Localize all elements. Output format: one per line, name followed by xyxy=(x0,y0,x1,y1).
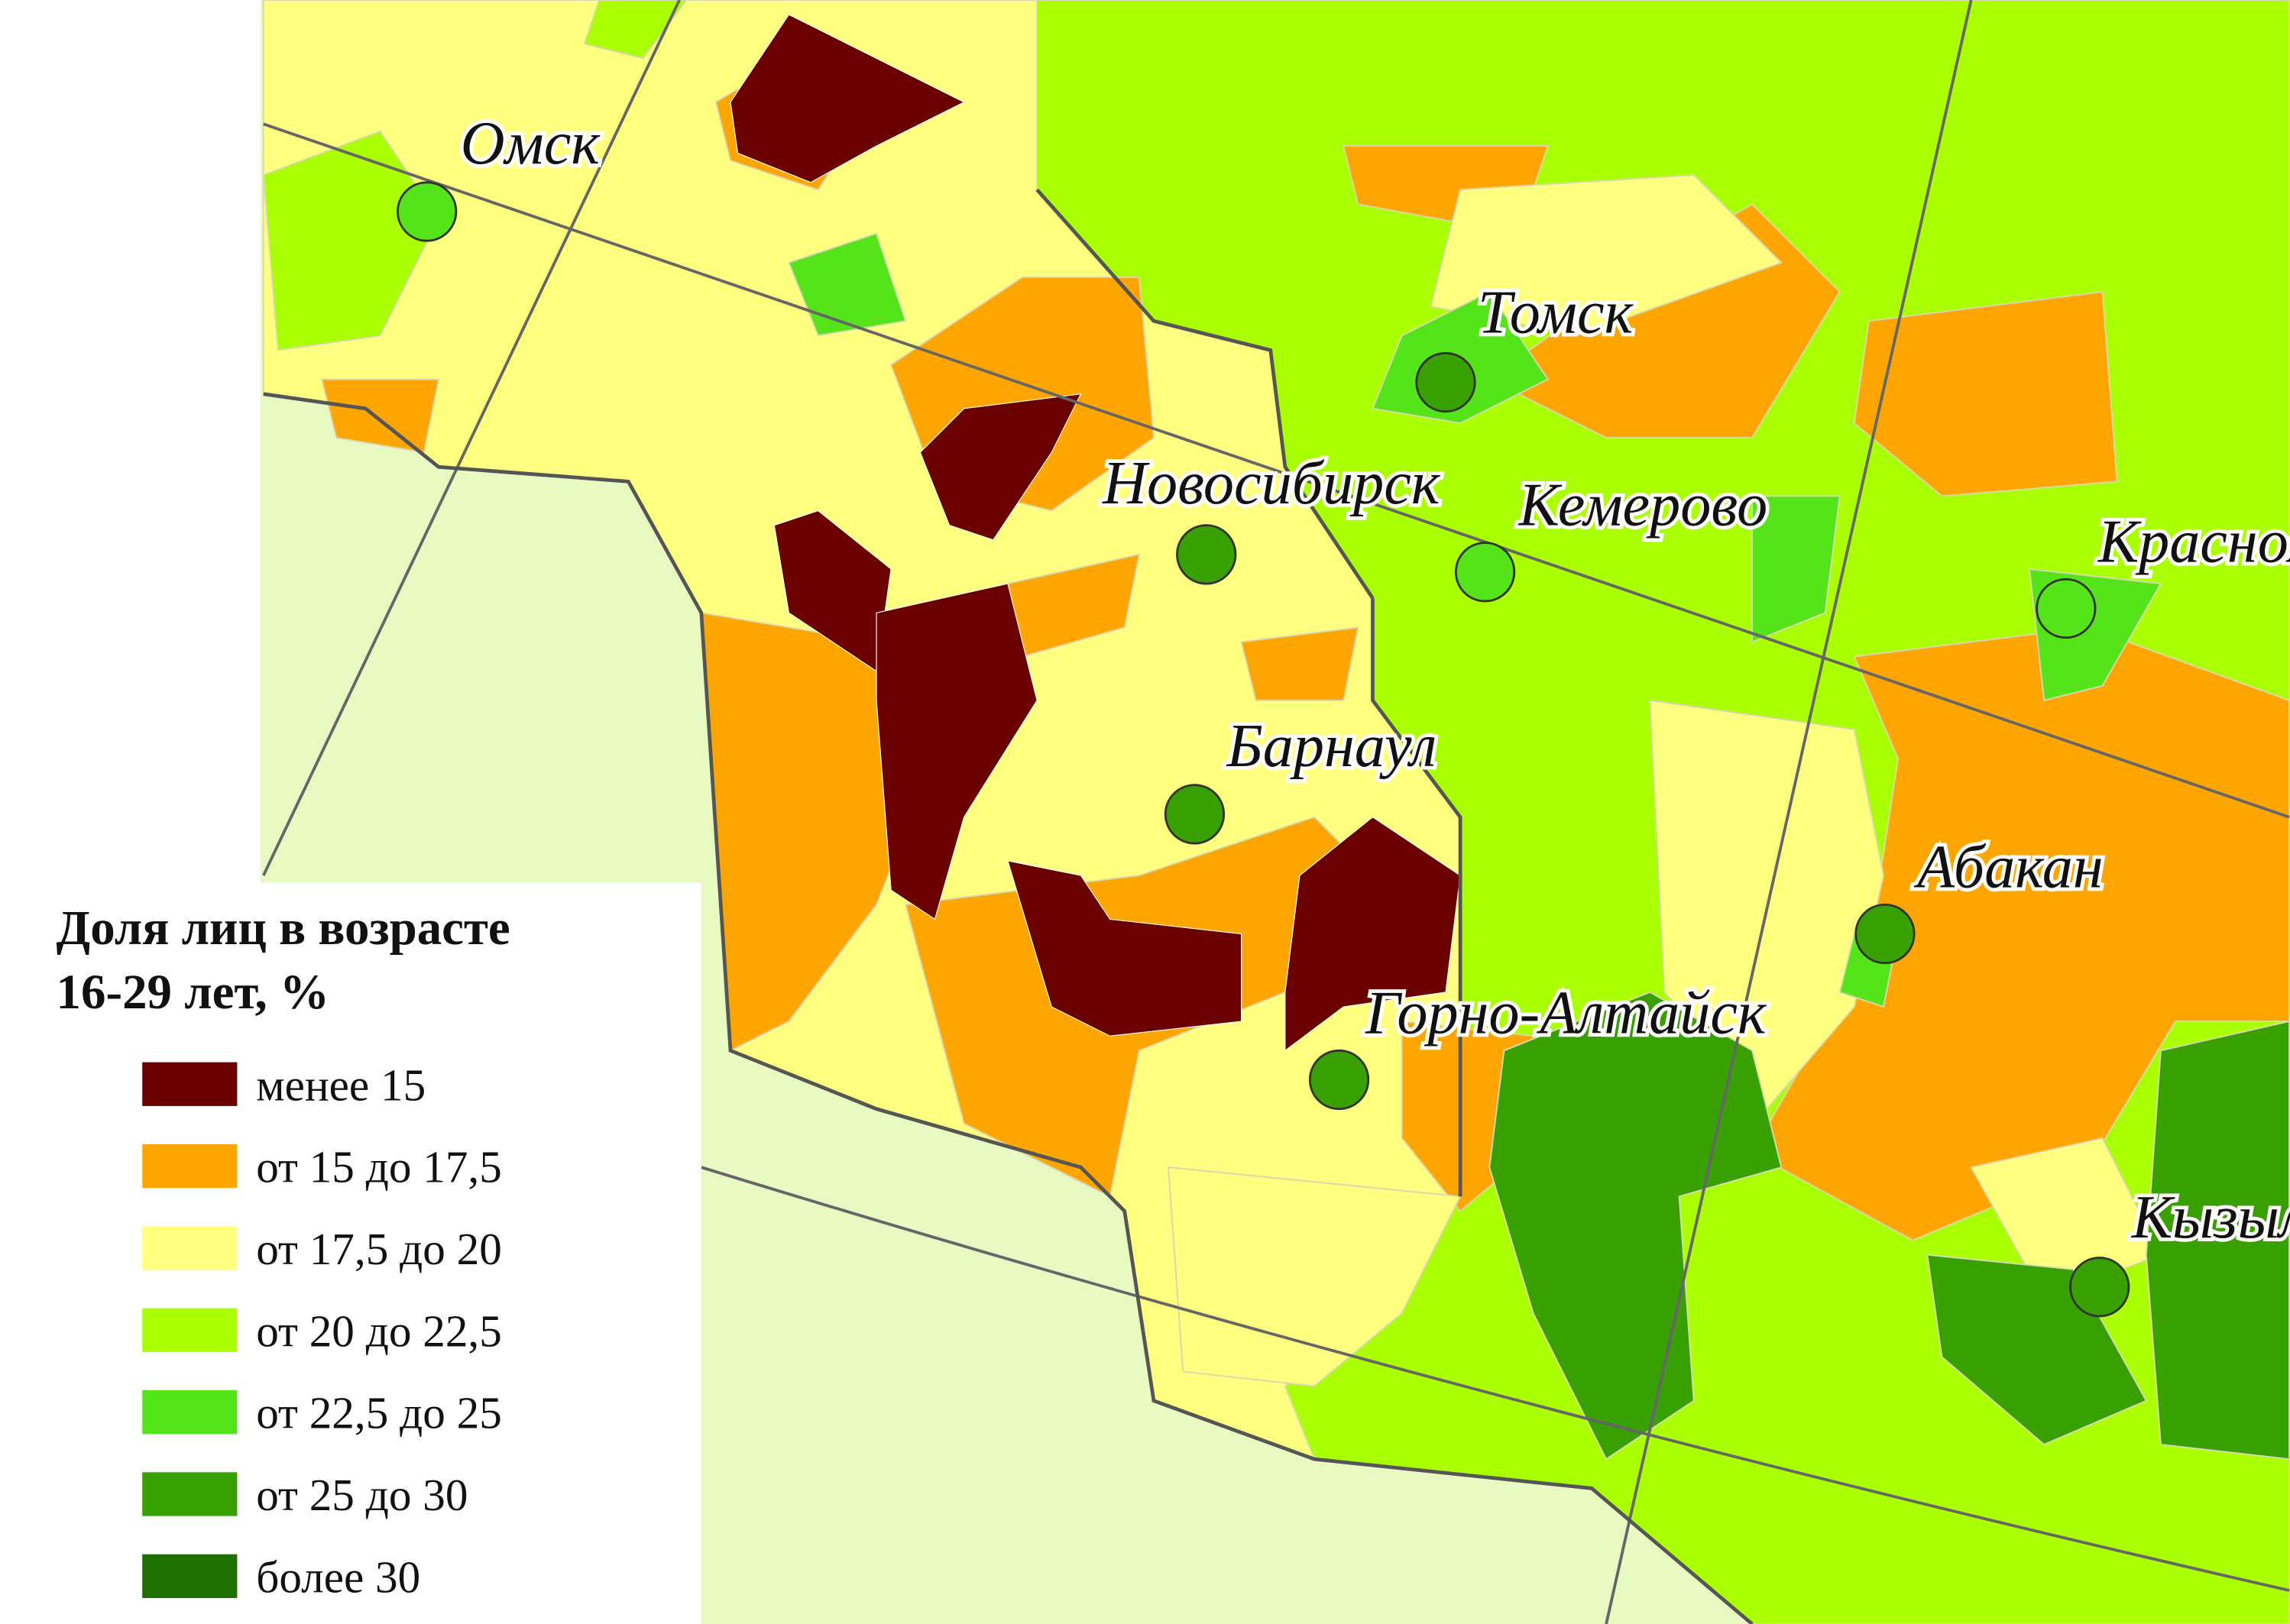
city-label: Томск xyxy=(1478,280,1634,347)
legend-title: 16-29 лет, % xyxy=(57,965,329,1020)
border xyxy=(263,392,1754,1624)
city-label: Омск xyxy=(461,110,601,177)
graticule xyxy=(1605,0,1973,1624)
region xyxy=(1168,1166,1462,1387)
region xyxy=(1488,991,1783,1461)
city-marker xyxy=(397,181,458,242)
city-marker xyxy=(1308,1049,1370,1111)
legend-label: от 22,5 до 25 xyxy=(256,1388,502,1438)
city-marker xyxy=(1176,524,1237,585)
legend-swatch xyxy=(142,1308,238,1352)
region xyxy=(1240,626,1359,701)
legend-swatch xyxy=(142,1472,238,1516)
region xyxy=(2145,1020,2290,1461)
region xyxy=(876,583,1038,920)
city-marker xyxy=(1415,351,1476,413)
legend-box xyxy=(0,882,701,1624)
city-marker xyxy=(2036,577,2097,639)
border xyxy=(1035,188,1375,600)
legend-title: Доля лиц в возрасте xyxy=(57,901,510,956)
city-label: Красноярск xyxy=(2097,508,2290,575)
legend-swatch xyxy=(142,1389,238,1435)
legend-label: менее 15 xyxy=(256,1059,426,1110)
graticule xyxy=(262,0,681,876)
region xyxy=(919,393,1082,541)
legend-swatch xyxy=(142,1226,238,1270)
region xyxy=(320,378,440,454)
city-label: Кызыл xyxy=(2131,1184,2290,1251)
city-label: Барнаул xyxy=(1226,713,1437,780)
region xyxy=(1751,495,1841,643)
legend-label: от 15 до 17,5 xyxy=(256,1142,502,1192)
region xyxy=(730,14,965,183)
graticule xyxy=(701,1166,2290,1592)
border xyxy=(1371,598,1462,1197)
region xyxy=(583,0,688,60)
city-marker xyxy=(1454,542,1516,603)
region xyxy=(1007,860,1242,1037)
legend-swatch xyxy=(142,1554,238,1598)
city-label: Горно-Алтайск xyxy=(1365,979,1767,1047)
city-marker xyxy=(1854,903,1916,965)
city-label: Абакан xyxy=(1913,833,2104,901)
legend-label: от 25 до 30 xyxy=(256,1470,468,1520)
legend-label: от 20 до 22,5 xyxy=(256,1305,502,1356)
legend-swatch xyxy=(142,1144,238,1189)
region xyxy=(1853,290,2118,497)
region xyxy=(1284,816,1461,1052)
region xyxy=(1430,174,1783,337)
city-label: Новосибирск xyxy=(1102,450,1441,517)
city-marker xyxy=(2069,1257,2130,1318)
city-marker xyxy=(1164,784,1226,845)
legend-swatch xyxy=(142,1062,238,1106)
legend-label: от 17,5 до 20 xyxy=(256,1224,502,1274)
city-label: Кемерово xyxy=(1517,472,1767,539)
legend-label: более 30 xyxy=(256,1551,420,1602)
region xyxy=(262,130,440,351)
graticule xyxy=(263,122,2290,819)
